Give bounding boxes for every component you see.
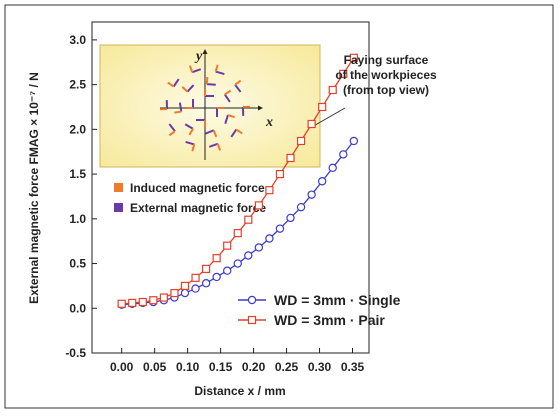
inset-arrow [207, 84, 216, 85]
marker [150, 297, 157, 304]
inset-arrow [174, 112, 181, 113]
inset-box [100, 45, 320, 167]
marker [308, 120, 315, 127]
annotation: Faying surface [344, 53, 429, 67]
legend-marker [249, 317, 256, 324]
y-tick-label: 0.0 [69, 301, 86, 315]
marker [202, 280, 209, 287]
marker [160, 294, 167, 301]
marker [298, 137, 305, 144]
y-tick-label: 1.0 [69, 212, 86, 226]
x-tick-label: 0.20 [242, 360, 266, 374]
inset-arrow [180, 103, 181, 112]
x-tick-label: 0.35 [341, 360, 365, 374]
legend-label: WD = 3mm · Single [274, 292, 401, 308]
y-tick-label: 1.5 [69, 167, 86, 181]
x-tick-label: 0.00 [110, 360, 134, 374]
marker [181, 289, 188, 296]
marker [203, 265, 210, 272]
y-tick-label: 2.0 [69, 122, 86, 136]
marker [213, 255, 220, 262]
marker [350, 137, 357, 144]
marker [192, 285, 199, 292]
x-tick-label: 0.05 [143, 360, 167, 374]
annotation: (from top view) [343, 83, 429, 97]
y-tick-label: 2.5 [69, 78, 86, 92]
marker [287, 154, 294, 161]
marker [308, 191, 315, 198]
marker [319, 178, 326, 185]
marker [245, 252, 252, 259]
x-tick-label: 0.10 [176, 360, 200, 374]
marker [139, 299, 146, 306]
y-tick-label: 0.5 [69, 257, 86, 271]
y-tick-label: -0.5 [65, 346, 86, 360]
marker [245, 216, 252, 223]
marker [224, 267, 231, 274]
inset-arrow [207, 77, 208, 84]
inset-axis-label: y [194, 49, 203, 64]
marker [319, 103, 326, 110]
marker [192, 274, 199, 281]
legend-marker [248, 296, 255, 303]
x-tick-label: 0.25 [275, 360, 299, 374]
marker [171, 290, 178, 297]
legend-label: WD = 3mm · Pair [274, 312, 385, 328]
marker [255, 244, 262, 251]
y-axis-label: External magnetic force FMAG × 10⁻⁷ / N [27, 72, 41, 304]
x-tick-label: 0.15 [209, 360, 233, 374]
inset-axis-label: x [265, 115, 273, 130]
inset-legend-swatch [114, 183, 123, 192]
inset-legend-label: Induced magnetic force [130, 181, 265, 195]
marker [118, 300, 125, 307]
marker [213, 273, 220, 280]
marker [266, 235, 273, 242]
marker [234, 260, 241, 267]
marker [276, 225, 283, 232]
marker [224, 242, 231, 249]
annotation: of the workpieces [335, 68, 437, 82]
marker [129, 299, 136, 306]
marker [329, 86, 336, 93]
y-tick-label: 3.0 [69, 33, 86, 47]
marker [287, 214, 294, 221]
marker [181, 282, 188, 289]
marker [340, 151, 347, 158]
marker [266, 187, 273, 194]
x-tick-label: 0.30 [308, 360, 332, 374]
marker [329, 164, 336, 171]
inset-legend-swatch [114, 203, 123, 212]
x-axis-label: Distance x / mm [194, 384, 285, 398]
marker [234, 230, 241, 237]
marker [276, 171, 283, 178]
marker [255, 202, 262, 209]
inset-legend-label: External magnetic force [130, 201, 266, 215]
marker [297, 204, 304, 211]
